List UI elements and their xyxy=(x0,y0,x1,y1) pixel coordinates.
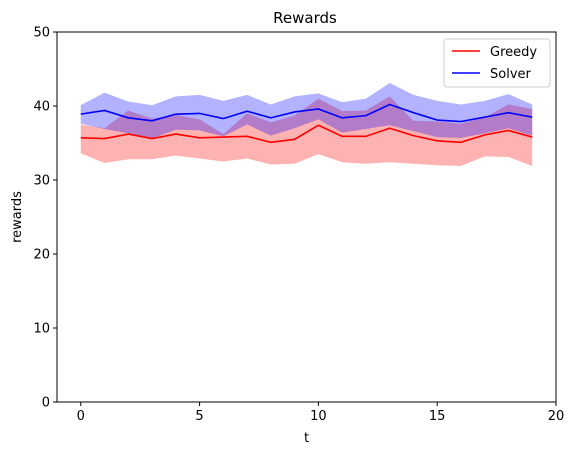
y-tick-label: 20 xyxy=(33,248,50,263)
y-tick-label: 30 xyxy=(33,174,50,189)
y-axis-ticks: 0 10 20 30 40 50 xyxy=(33,26,57,411)
x-tick-label: 10 xyxy=(310,409,327,424)
x-tick-label: 15 xyxy=(429,409,446,424)
y-tick-label: 10 xyxy=(33,322,50,337)
y-tick-label: 40 xyxy=(33,100,50,115)
band-greedy xyxy=(80,96,533,166)
x-tick-label: 5 xyxy=(195,409,203,424)
y-tick-label: 0 xyxy=(42,396,50,411)
confidence-bands xyxy=(80,83,533,166)
series-lines xyxy=(80,103,533,144)
legend-label-solver: Solver xyxy=(490,67,532,82)
x-axis-ticks: 0 5 10 15 20 xyxy=(77,402,565,424)
line-greedy xyxy=(80,124,533,144)
chart-title: Rewards xyxy=(273,9,337,27)
legend-label-greedy: Greedy xyxy=(490,45,537,60)
x-tick-label: 0 xyxy=(77,409,85,424)
y-tick-label: 50 xyxy=(33,26,50,41)
legend: Greedy Solver xyxy=(443,38,551,88)
line-solver xyxy=(80,103,533,123)
y-axis-label: rewards xyxy=(10,191,25,243)
x-tick-label: 20 xyxy=(548,409,565,424)
plot-frame xyxy=(56,31,557,403)
x-axis-label: t xyxy=(304,431,309,446)
